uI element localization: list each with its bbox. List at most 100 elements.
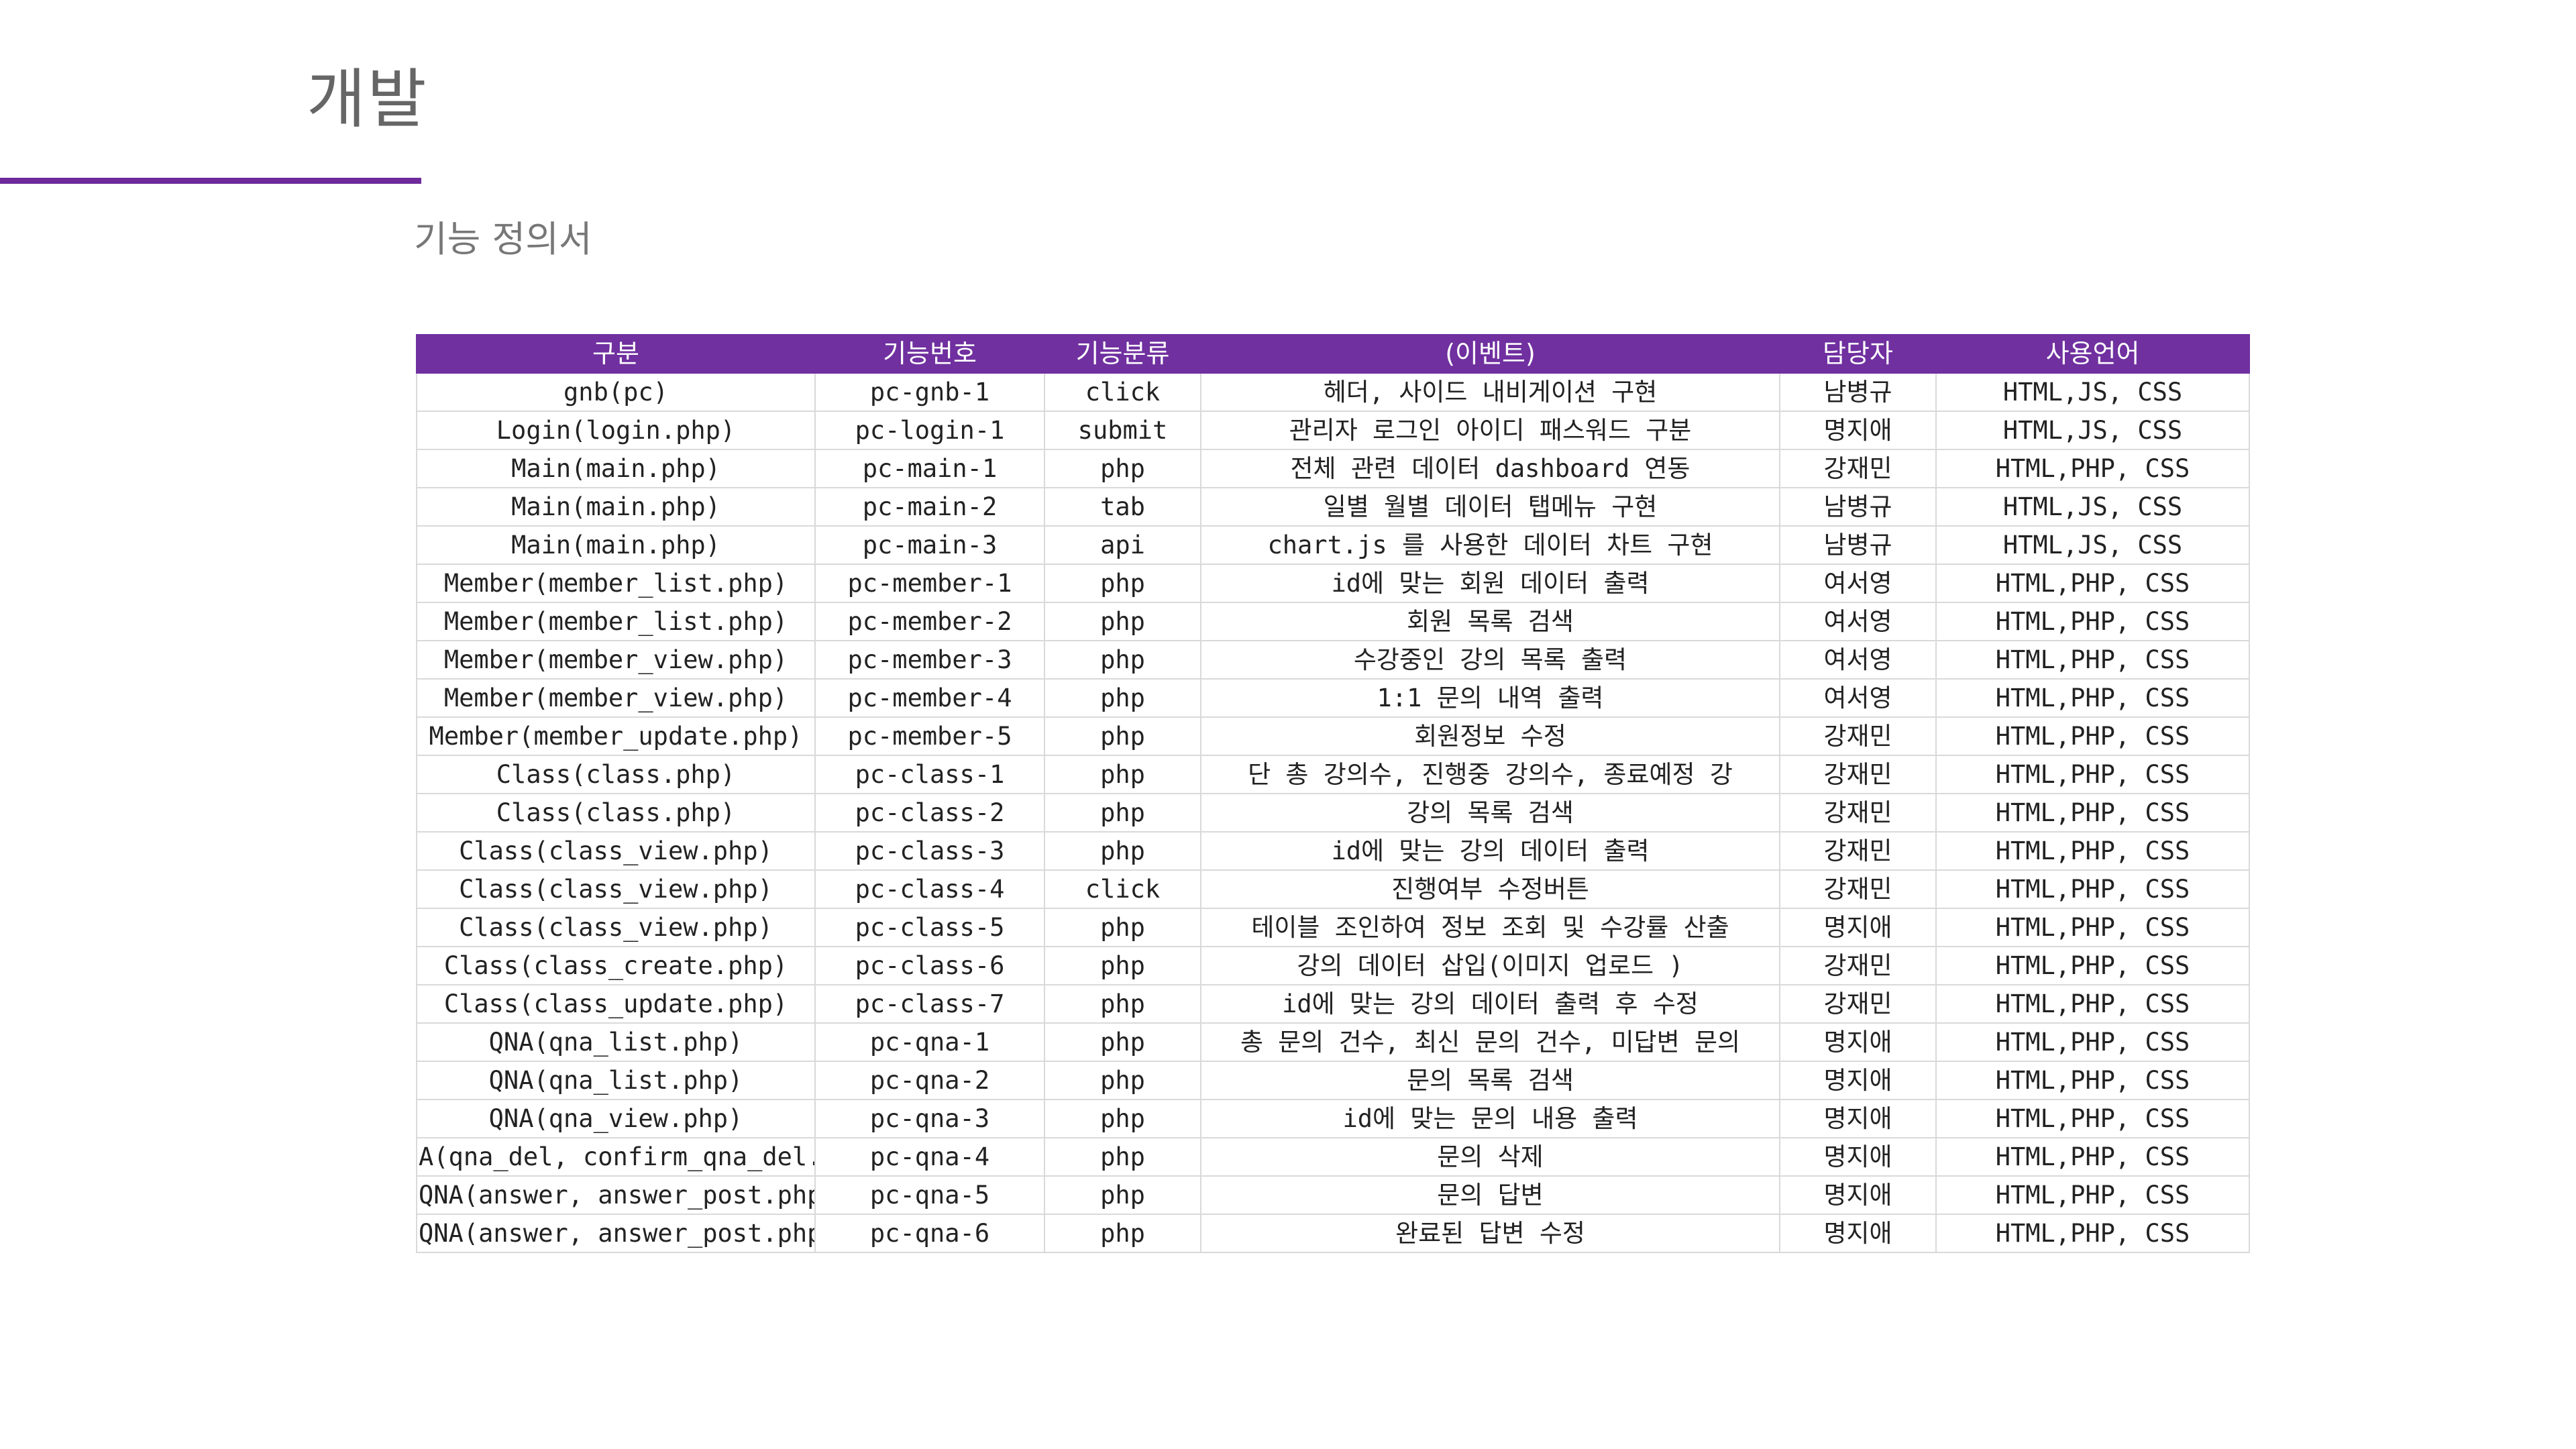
table-row: Class(class_view.php) pc-class-4 click 진행여부… [416,869,2250,909]
table-row: QNA(qna_list.php) pc-qna-1 php 총 문의 건수, 최신 … [416,1022,2250,1062]
cell-language: HTML,PHP, CSS [1935,640,2250,680]
cell-section: Class(class_view.php) [416,869,816,909]
cell-owner: 여서영 [1779,678,1937,718]
cell-owner: 강재민 [1779,946,1937,985]
cell-feature-type: php [1044,602,1201,641]
cell-event: 강의 목록 검색 [1200,793,1780,833]
cell-section: A(qna_del, confirm_qna_del.ph [416,1137,816,1177]
cell-feature-type: php [1044,1175,1201,1215]
cell-section: Class(class.php) [416,755,816,794]
header-event: (이벤트) [1200,334,1780,374]
cell-feature-id: pc-gnb-1 [814,372,1045,412]
header-feature-type: 기능분류 [1044,334,1201,374]
cell-owner: 남병규 [1779,487,1937,527]
cell-section: QNA(answer, answer_post.php) [416,1214,816,1253]
table-row: Member(member_update.php) pc-member-5 php 회… [416,716,2250,756]
table-row: Class(class.php) pc-class-2 php 강의 목록 검색 강재민… [416,793,2250,833]
table-header-row: 구분 기능번호 기능분류 (이벤트) 담당자 사용언어 [416,334,2250,374]
cell-feature-type: php [1044,1099,1201,1138]
cell-language: HTML,JS, CSS [1935,411,2250,450]
cell-event: id에 맞는 강의 데이터 출력 [1200,831,1780,871]
cell-language: HTML,JS, CSS [1935,487,2250,527]
cell-feature-id: pc-class-6 [814,946,1045,985]
cell-owner: 명지애 [1779,1214,1937,1253]
cell-feature-type: php [1044,755,1201,794]
table-row: QNA(answer, answer_post.php) pc-qna-6 php 완… [416,1214,2250,1253]
cell-feature-type: php [1044,946,1201,985]
cell-event: id에 맞는 문의 내용 출력 [1200,1099,1780,1138]
cell-event: 진행여부 수정버튼 [1200,869,1780,909]
cell-language: HTML,JS, CSS [1935,525,2250,565]
cell-language: HTML,PHP, CSS [1935,869,2250,909]
table-row: Main(main.php) pc-main-3 api chart.js 를 사용한… [416,525,2250,565]
table-row: Class(class_view.php) pc-class-5 php 테이블 조인… [416,908,2250,947]
header-language: 사용언어 [1935,334,2250,374]
cell-section: Member(member_view.php) [416,678,816,718]
cell-owner: 여서영 [1779,602,1937,641]
cell-event: 회원 목록 검색 [1200,602,1780,641]
page-subtitle: 기능 정의서 [414,218,592,260]
cell-section: Login(login.php) [416,411,816,450]
cell-section: Class(class.php) [416,793,816,833]
feature-spec-table: 구분 기능번호 기능분류 (이벤트) 담당자 사용언어 gnb(pc) pc-gn… [416,334,2250,1253]
table-row: Login(login.php) pc-login-1 submit 관리자 로그인 … [416,411,2250,450]
cell-event: 강의 데이터 삽입(이미지 업로드 ) [1200,946,1780,985]
table-row: QNA(qna_list.php) pc-qna-2 php 문의 목록 검색 명지애 H… [416,1061,2250,1100]
cell-section: Class(class_update.php) [416,984,816,1024]
cell-feature-id: pc-main-3 [814,525,1045,565]
cell-language: HTML,PHP, CSS [1935,984,2250,1024]
cell-event: 테이블 조인하여 정보 조회 및 수강률 산출 [1200,908,1780,947]
header-owner: 담당자 [1779,334,1937,374]
cell-language: HTML,PHP, CSS [1935,793,2250,833]
cell-section: Class(class_create.php) [416,946,816,985]
cell-feature-type: php [1044,984,1201,1024]
cell-owner: 명지애 [1779,1099,1937,1138]
cell-language: HTML,PHP, CSS [1935,755,2250,794]
table-row: Member(member_view.php) pc-member-3 php 수강중… [416,640,2250,680]
cell-language: HTML,PHP, CSS [1935,1214,2250,1253]
cell-owner: 명지애 [1779,1061,1937,1100]
table-row: Class(class_view.php) pc-class-3 php id에 맞는… [416,831,2250,871]
cell-owner: 강재민 [1779,755,1937,794]
cell-feature-type: php [1044,1022,1201,1062]
cell-event: 문의 목록 검색 [1200,1061,1780,1100]
cell-feature-type: php [1044,640,1201,680]
cell-owner: 강재민 [1779,793,1937,833]
cell-feature-id: pc-class-3 [814,831,1045,871]
table-body: gnb(pc) pc-gnb-1 click 헤더, 사이드 내비게이션 구현 남병규 H… [416,372,2250,1253]
cell-feature-id: pc-member-1 [814,564,1045,603]
table-row: QNA(qna_view.php) pc-qna-3 php id에 맞는 문의 내용… [416,1099,2250,1138]
cell-feature-type: api [1044,525,1201,565]
cell-owner: 강재민 [1779,449,1937,488]
cell-event: 전체 관련 데이터 dashboard 연동 [1200,449,1780,488]
cell-feature-type: php [1044,793,1201,833]
cell-language: HTML,PHP, CSS [1935,908,2250,947]
title-divider [0,178,421,184]
cell-feature-id: pc-qna-2 [814,1061,1045,1100]
cell-feature-type: php [1044,678,1201,718]
cell-language: HTML,PHP, CSS [1935,449,2250,488]
cell-event: 총 문의 건수, 최신 문의 건수, 미답변 문의 [1200,1022,1780,1062]
cell-feature-id: pc-member-2 [814,602,1045,641]
cell-language: HTML,PHP, CSS [1935,1061,2250,1100]
cell-language: HTML,PHP, CSS [1935,946,2250,985]
cell-owner: 강재민 [1779,831,1937,871]
cell-language: HTML,PHP, CSS [1935,602,2250,641]
cell-feature-type: submit [1044,411,1201,450]
cell-feature-id: pc-main-2 [814,487,1045,527]
cell-feature-type: tab [1044,487,1201,527]
cell-language: HTML,PHP, CSS [1935,678,2250,718]
page-title: 개발 [307,62,428,137]
cell-owner: 강재민 [1779,869,1937,909]
cell-event: 헤더, 사이드 내비게이션 구현 [1200,372,1780,412]
header-section: 구분 [416,334,816,374]
cell-feature-id: pc-qna-1 [814,1022,1045,1062]
cell-owner: 명지애 [1779,1137,1937,1177]
cell-feature-id: pc-class-5 [814,908,1045,947]
table-row: A(qna_del, confirm_qna_del.ph pc-qna-4 php… [416,1137,2250,1177]
cell-feature-type: php [1044,716,1201,756]
cell-feature-id: pc-qna-5 [814,1175,1045,1215]
cell-section: Member(member_list.php) [416,564,816,603]
cell-event: id에 맞는 회원 데이터 출력 [1200,564,1780,603]
cell-language: HTML,PHP, CSS [1935,1099,2250,1138]
